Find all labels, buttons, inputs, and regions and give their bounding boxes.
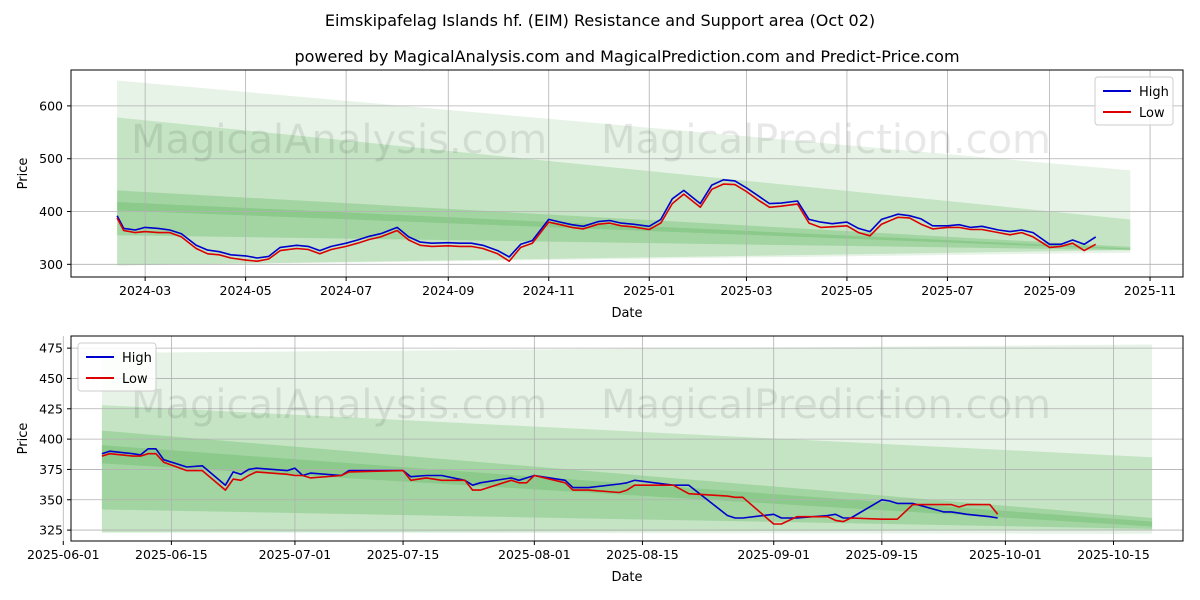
y-tick-label: 600 — [39, 98, 63, 113]
plot-frame — [70, 69, 1184, 278]
support-resistance-band — [101, 445, 1153, 527]
x-axis-label: Date — [611, 570, 642, 585]
legend-label-high: High — [1139, 85, 1169, 100]
y-tick-label: 400 — [39, 432, 63, 447]
x-tick-label: 2025-07-01 — [259, 547, 332, 562]
x-tick-label: 2025-07-15 — [367, 547, 440, 562]
watermark-text: MagicalAnalysis.com — [131, 117, 547, 163]
watermark-text: MagicalPrediction.com — [601, 382, 1051, 428]
plot-frame — [70, 335, 1184, 542]
series-line-low — [101, 452, 999, 525]
series-line-low — [116, 183, 1097, 263]
chart-title: Eimskipafelag Islands hf. (EIM) Resistan… — [325, 11, 875, 30]
x-tick-label: 2025-09-15 — [846, 547, 919, 562]
y-tick-label: 450 — [39, 371, 63, 386]
support-resistance-band — [117, 80, 1131, 266]
legend-label-high: High — [122, 351, 152, 366]
watermark-text: MagicalPrediction.com — [601, 117, 1051, 163]
x-axis-label: Date — [611, 306, 642, 321]
y-tick-label: 425 — [39, 401, 63, 416]
y-axis-label: Price — [16, 423, 31, 455]
x-tick-label: 2024-03 — [119, 283, 171, 298]
legend: High Low — [77, 342, 157, 392]
y-tick-label: 475 — [39, 341, 63, 356]
x-tick-label: 2025-08-15 — [606, 547, 679, 562]
bottom-plot: MagicalAnalysis.com MagicalPrediction.com… — [16, 335, 1184, 585]
x-tick-label: 2025-10-01 — [969, 547, 1042, 562]
x-tick-label: 2025-11 — [1124, 283, 1176, 298]
x-tick-label: 2024-05 — [220, 283, 272, 298]
chart-subtitle: powered by MagicalAnalysis.com and Magic… — [294, 47, 959, 66]
y-tick-label: 325 — [39, 523, 63, 538]
support-resistance-band — [101, 430, 1153, 529]
series-line-high — [116, 179, 1097, 259]
top-plot: MagicalAnalysis.com MagicalPrediction.com… — [16, 69, 1184, 321]
legend-label-low: Low — [122, 372, 148, 387]
legend: High Low — [1094, 76, 1174, 126]
x-tick-label: 2025-06-01 — [27, 547, 100, 562]
series-line-high — [101, 447, 998, 519]
x-tick-label: 2024-07 — [320, 283, 372, 298]
x-tick-label: 2025-10-15 — [1077, 547, 1150, 562]
legend-label-low: Low — [1139, 106, 1165, 121]
x-tick-label: 2024-09 — [422, 283, 474, 298]
x-tick-label: 2025-03 — [720, 283, 772, 298]
y-tick-label: 400 — [39, 204, 63, 219]
watermark-text: MagicalAnalysis.com — [131, 382, 547, 428]
x-tick-label: 2025-09 — [1023, 283, 1075, 298]
x-tick-label: 2025-07 — [921, 283, 973, 298]
x-tick-label: 2025-05 — [821, 283, 873, 298]
y-axis-label: Price — [16, 158, 31, 190]
y-tick-label: 350 — [39, 492, 63, 507]
y-tick-label: 300 — [39, 257, 63, 272]
x-tick-label: 2025-06-15 — [135, 547, 208, 562]
support-resistance-band — [117, 190, 1131, 251]
x-tick-label: 2025-09-01 — [737, 547, 810, 562]
x-tick-label: 2025-01 — [623, 283, 675, 298]
y-tick-label: 375 — [39, 462, 63, 477]
x-tick-label: 2025-08-01 — [498, 547, 571, 562]
y-tick-label: 500 — [39, 151, 63, 166]
x-tick-label: 2024-11 — [523, 283, 575, 298]
